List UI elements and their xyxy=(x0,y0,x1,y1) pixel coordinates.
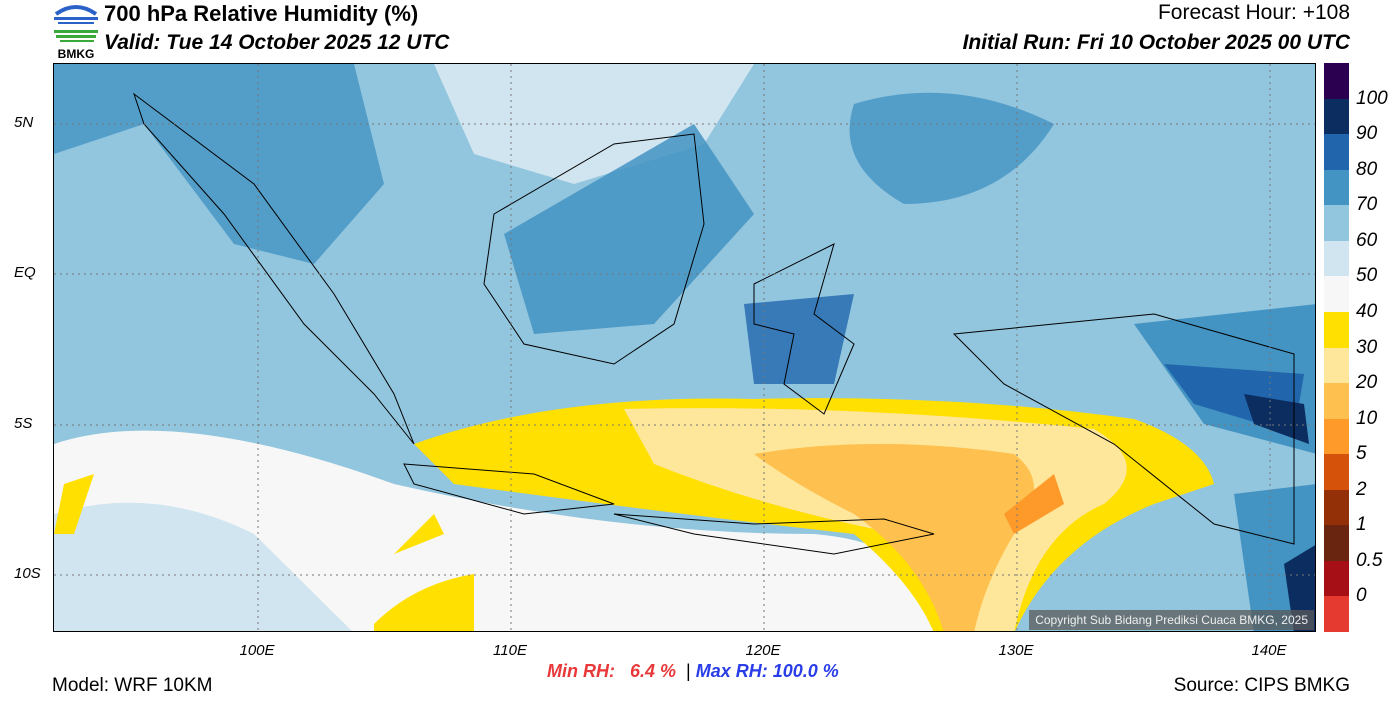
colorbar-label: 60 xyxy=(1356,229,1378,251)
model-label: Model: WRF 10KM xyxy=(52,675,213,696)
separator: | xyxy=(686,661,691,681)
lon-label: 120E xyxy=(745,642,781,659)
chart-title: 700 hPa Relative Humidity (%) xyxy=(104,1,419,26)
min-rh-label: Min RH: xyxy=(547,661,615,681)
colorbar-swatch xyxy=(1324,383,1349,419)
colorbar-label: 70 xyxy=(1356,194,1378,216)
lon-label: 140E xyxy=(1251,642,1287,659)
colorbar-label: 100 xyxy=(1356,87,1388,109)
colorbar-swatch xyxy=(1324,489,1349,526)
colorbar-swatch xyxy=(1324,560,1349,597)
colorbar-swatch xyxy=(1324,205,1349,241)
copyright: Copyright Sub Bidang Prediksi Cuaca BMKG… xyxy=(1029,610,1314,630)
colorbar-label: 30 xyxy=(1356,336,1378,358)
colorbar-label: 40 xyxy=(1356,300,1378,322)
max-rh: Max RH: 100.0 % xyxy=(695,661,839,681)
colorbar-swatch xyxy=(1324,525,1349,561)
colorbar-swatch xyxy=(1324,240,1349,277)
initial-run: Initial Run: Fri 10 October 2025 00 UTC xyxy=(962,31,1350,54)
colorbar-label: 0.5 xyxy=(1356,549,1383,571)
colorbar-label: 10 xyxy=(1356,407,1378,429)
rh-stats: Min RH: 6.4 % | Max RH: 100.0 % xyxy=(547,661,839,682)
lat-label: EQ xyxy=(14,264,36,281)
colorbar-swatch xyxy=(1324,276,1349,312)
colorbar-label: 50 xyxy=(1356,265,1378,287)
forecast-hour: Forecast Hour: +108 xyxy=(1157,1,1350,24)
svg-text:BMKG: BMKG xyxy=(58,47,95,60)
colorbar-label: 2 xyxy=(1356,478,1367,500)
colorbar-label: 20 xyxy=(1356,372,1378,394)
colorbar-swatch xyxy=(1324,63,1349,99)
colorbar-label: 90 xyxy=(1356,123,1378,145)
valid-time: Valid: Tue 14 October 2025 12 UTC xyxy=(104,31,450,54)
bmkg-logo: BMKG xyxy=(54,5,98,60)
colorbar-swatch xyxy=(1324,596,1349,632)
colorbar-swatch xyxy=(1324,347,1349,384)
colorbar xyxy=(1324,63,1349,632)
coastlines xyxy=(133,92,1295,555)
colorbar-label: 80 xyxy=(1356,158,1378,180)
colorbar-label: 0 xyxy=(1356,585,1367,607)
lat-label: 10S xyxy=(14,565,41,582)
lat-label: 5N xyxy=(14,114,34,131)
humidity-map: Copyright Sub Bidang Prediksi Cuaca BMKG… xyxy=(53,63,1316,632)
lon-label: 110E xyxy=(493,642,527,659)
colorbar-label: 1 xyxy=(1356,514,1367,536)
colorbar-label: 5 xyxy=(1356,443,1367,465)
colorbar-swatch xyxy=(1324,169,1349,206)
lon-label: 130E xyxy=(998,642,1034,659)
lon-label: 100E xyxy=(239,642,275,659)
lat-label: 5S xyxy=(14,415,33,432)
colorbar-swatch xyxy=(1324,134,1349,170)
colorbar-swatch xyxy=(1324,311,1349,348)
source-label: Source: CIPS BMKG xyxy=(1173,675,1350,696)
colorbar-swatch xyxy=(1324,454,1349,490)
min-rh-value: 6.4 % xyxy=(630,661,677,681)
humidity-field xyxy=(54,64,1315,631)
colorbar-swatch xyxy=(1324,418,1349,455)
colorbar-swatch xyxy=(1324,98,1349,135)
